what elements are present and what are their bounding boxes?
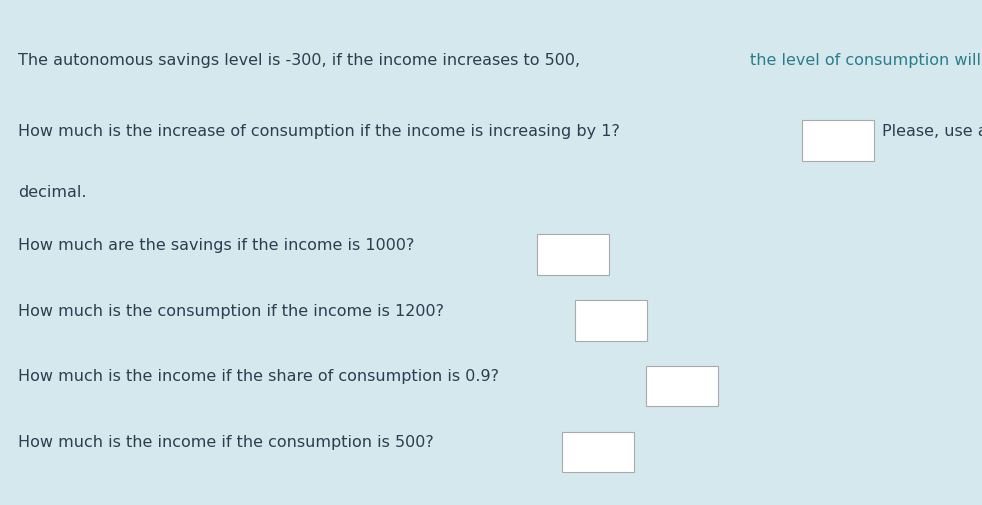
Text: How much is the increase of consumption if the income is increasing by 1?: How much is the increase of consumption …: [18, 124, 620, 139]
Text: decimal.: decimal.: [18, 184, 86, 199]
FancyBboxPatch shape: [575, 300, 647, 341]
Text: How much is the income if the consumption is 500?: How much is the income if the consumptio…: [18, 434, 433, 449]
Text: How much is the consumption if the income is 1200?: How much is the consumption if the incom…: [18, 303, 444, 318]
FancyBboxPatch shape: [802, 121, 874, 162]
FancyBboxPatch shape: [646, 366, 718, 407]
Text: How much is the income if the share of consumption is 0.9?: How much is the income if the share of c…: [18, 369, 499, 384]
Text: Please, use a decimal point and 1: Please, use a decimal point and 1: [882, 124, 982, 139]
FancyBboxPatch shape: [562, 432, 633, 472]
Text: The autonomous savings level is -300, if the income increases to 500,: The autonomous savings level is -300, if…: [18, 53, 585, 68]
Text: How much are the savings if the income is 1000?: How much are the savings if the income i…: [18, 237, 414, 252]
FancyBboxPatch shape: [537, 235, 609, 275]
Text: the level of consumption will be 700.: the level of consumption will be 700.: [749, 53, 982, 68]
